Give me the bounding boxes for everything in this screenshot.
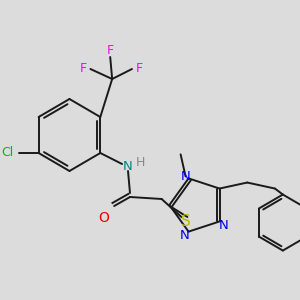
- Text: H: H: [136, 155, 146, 169]
- Text: N: N: [181, 170, 190, 183]
- Text: N: N: [123, 160, 133, 173]
- Text: S: S: [181, 214, 190, 230]
- Text: N: N: [219, 219, 228, 232]
- Text: F: F: [80, 62, 87, 76]
- Text: Cl: Cl: [1, 146, 13, 160]
- Text: F: F: [106, 44, 114, 58]
- Text: O: O: [98, 211, 109, 225]
- Text: N: N: [180, 229, 190, 242]
- Text: F: F: [135, 62, 142, 76]
